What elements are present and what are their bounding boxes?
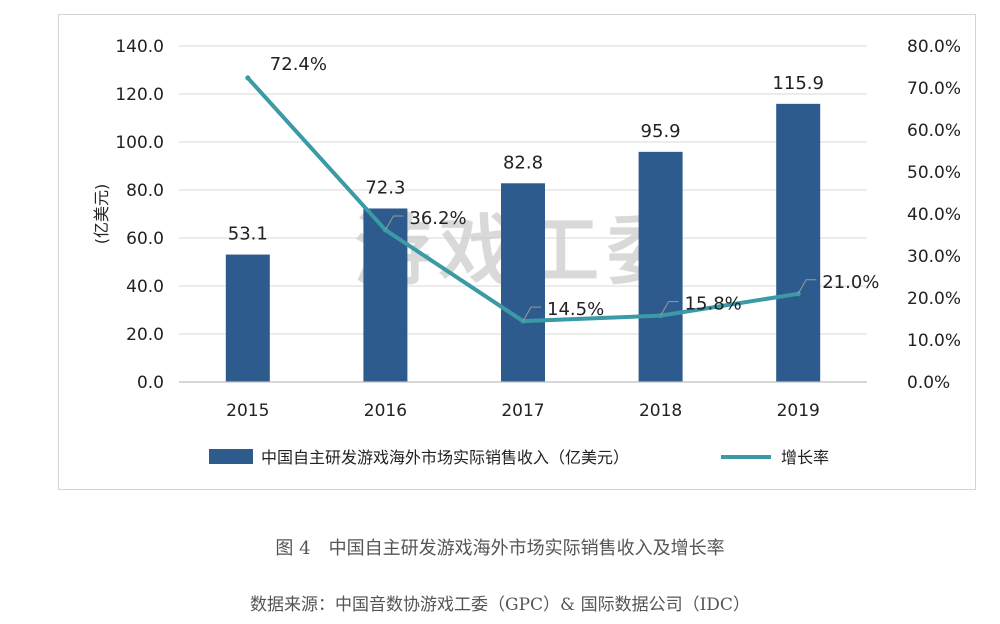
y2-tick-label: 40.0% xyxy=(907,205,961,225)
source-note: 数据来源：中国音数协游戏工委（GPC）& 国际数据公司（IDC） xyxy=(250,595,750,615)
y2-tick-label: 10.0% xyxy=(907,331,961,351)
legend-label-line: 增长率 xyxy=(781,448,829,467)
y-axis-title: (亿美元) xyxy=(92,184,111,245)
bar-data-label: 72.3 xyxy=(365,177,405,198)
y2-tick-label: 60.0% xyxy=(907,121,961,141)
bar-data-label: 95.9 xyxy=(641,121,681,142)
y-tick-label: 120.0 xyxy=(115,85,164,105)
bar xyxy=(225,254,270,382)
y2-tick-label: 30.0% xyxy=(907,247,961,267)
y-tick-label: 140.0 xyxy=(115,37,164,57)
bar-data-label: 53.1 xyxy=(228,224,268,245)
legend-label-bar: 中国自主研发游戏海外市场实际销售收入（亿美元） xyxy=(261,448,629,467)
legend-swatch-bar xyxy=(209,449,253,464)
y-tick-label: 60.0 xyxy=(126,229,164,249)
x-tick-label: 2016 xyxy=(364,401,407,421)
growth-data-label: 15.8% xyxy=(685,294,742,315)
y-tick-label: 100.0 xyxy=(115,133,164,153)
label-leader xyxy=(660,301,679,316)
x-tick-label: 2017 xyxy=(501,401,544,421)
y-tick-label: 80.0 xyxy=(126,181,164,201)
y2-tick-label: 70.0% xyxy=(907,79,961,99)
bar xyxy=(501,183,545,382)
y2-tick-label: 80.0% xyxy=(907,37,961,57)
y2-tick-label: 20.0% xyxy=(907,289,961,309)
chart-frame: 0.0 20.0 40.0 60.0 80.0 100.0 120.0 140.0 0.0% 10… xyxy=(58,14,976,490)
y-tick-label: 0.0 xyxy=(137,373,164,393)
y2-tick-label: 0.0% xyxy=(907,373,950,393)
bar xyxy=(638,151,683,382)
y2-tick-label: 50.0% xyxy=(907,163,961,183)
growth-data-label: 14.5% xyxy=(547,299,604,320)
y-tick-label: 20.0 xyxy=(126,325,164,345)
bar xyxy=(776,103,821,382)
bar xyxy=(363,208,408,382)
label-leader xyxy=(797,279,817,295)
label-leader xyxy=(384,215,404,231)
growth-point xyxy=(245,75,251,81)
x-tick-label: 2018 xyxy=(639,401,682,421)
x-tick-label: 2015 xyxy=(226,401,269,421)
y-tick-label: 40.0 xyxy=(126,277,164,297)
label-leader xyxy=(522,306,541,322)
figure-caption: 图 4 中国自主研发游戏海外市场实际销售收入及增长率 xyxy=(275,538,725,559)
growth-data-label: 72.4% xyxy=(270,54,327,75)
chart-svg: 0.0 20.0 40.0 60.0 80.0 100.0 120.0 140.0 0.0% 10… xyxy=(92,37,961,467)
growth-data-label: 21.0% xyxy=(822,272,879,293)
growth-data-label: 36.2% xyxy=(409,208,466,229)
bar-data-label: 115.9 xyxy=(772,73,824,94)
bar-data-label: 82.8 xyxy=(503,152,543,173)
x-tick-label: 2019 xyxy=(777,401,820,421)
